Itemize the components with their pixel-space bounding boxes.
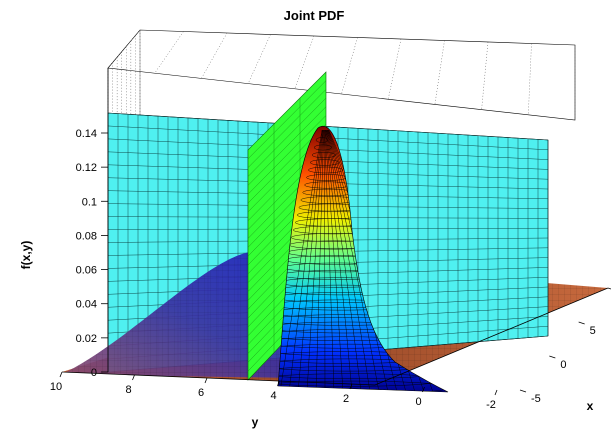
z-tick-label: 0.08 [76, 230, 97, 242]
z-tick-label: 0.1 [82, 196, 97, 208]
x-tick-mark [519, 389, 527, 393]
chart-title: Joint PDF [284, 8, 345, 23]
y-tick-label: 0 [415, 396, 421, 408]
z-tick-label: 0.12 [76, 162, 97, 174]
x-tick-mark [549, 355, 556, 359]
y-tick-mark [277, 380, 280, 387]
z-tick-label: 0.06 [76, 265, 97, 277]
x-tick-label: 0 [560, 359, 566, 371]
z-tick-label: 0.04 [76, 299, 97, 311]
y-tick-label: 2 [343, 393, 349, 405]
y-tick-label: 10 [50, 381, 62, 393]
z-axis-label: f(x,y) [19, 241, 33, 270]
x-tick-mark [578, 321, 585, 325]
y-tick-label: 8 [125, 384, 131, 396]
y-tick-label: 6 [198, 387, 204, 399]
y-tick-mark [494, 389, 498, 396]
y-tick-mark [204, 377, 208, 384]
y-tick-label: 4 [270, 390, 276, 402]
y-tick-label: -2 [486, 399, 496, 411]
peak-surface [277, 126, 449, 393]
x-tick-label: 5 [590, 325, 596, 337]
y-tick-mark [132, 374, 135, 381]
x-tick-mark [607, 287, 611, 290]
z-tick-label: 0.14 [76, 128, 97, 140]
z-tick-label: 0.02 [76, 333, 97, 345]
y-tick-mark [349, 383, 353, 390]
x-tick-label: -5 [531, 393, 541, 405]
y-tick-mark [59, 371, 63, 378]
y-axis-label: y [252, 415, 259, 429]
y-tick-mark [422, 386, 425, 393]
z-tick-label: 0 [91, 367, 97, 379]
x-axis-label: x [587, 399, 594, 413]
